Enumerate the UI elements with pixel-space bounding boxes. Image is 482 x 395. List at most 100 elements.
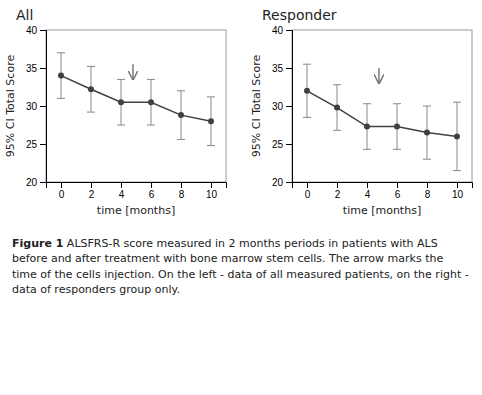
- x-axis-title: time [months]: [97, 204, 175, 217]
- x-tick-mark: [307, 182, 308, 188]
- y-tick-label: 40: [272, 25, 284, 36]
- error-bar: [207, 97, 215, 146]
- x-tick-label: 0: [305, 189, 311, 200]
- x-tick: 0: [59, 182, 65, 200]
- x-tick: 10: [206, 182, 218, 200]
- y-tick-label: 30: [26, 101, 38, 112]
- y-tick: 20: [26, 177, 46, 188]
- error-bar: [177, 91, 185, 140]
- x-tick-mark: [367, 182, 368, 188]
- error-bar-part: [363, 103, 371, 104]
- chart-title: All: [16, 7, 33, 23]
- arrow: [378, 68, 379, 83]
- y-tick-mark: [286, 182, 292, 183]
- x-tick: 8: [179, 182, 185, 200]
- y-axis-line: [286, 31, 293, 183]
- error-bar: [87, 66, 95, 112]
- x-tick-mark: [337, 182, 338, 188]
- x-tick-label: 6: [395, 189, 401, 200]
- x-tick-mark: [181, 182, 182, 188]
- error-bar-part: [423, 106, 431, 107]
- y-tick: 40: [272, 25, 292, 36]
- x-tick-label: 10: [452, 189, 464, 200]
- marks: [303, 64, 461, 170]
- x-tick: 4: [365, 182, 371, 200]
- y-tick-label: 35: [272, 63, 284, 74]
- error-bar-part: [117, 125, 125, 126]
- y-tick-mark: [40, 182, 46, 183]
- error-bar: [453, 102, 461, 170]
- x-tick-label: 4: [119, 189, 125, 200]
- x-tick-mark: [427, 182, 428, 188]
- marks: [57, 53, 215, 146]
- error-bar-part: [177, 90, 185, 91]
- x-axis-line: [47, 183, 227, 189]
- x-tick-label: 10: [206, 189, 218, 200]
- y-axis: 20 25 30 35 40: [272, 25, 293, 188]
- figure: 02468102025303540time [months]95% CI Tot…: [0, 0, 482, 232]
- x-tick-mark: [211, 182, 212, 188]
- plot-frame: [292, 30, 472, 182]
- error-bar-part: [57, 98, 65, 99]
- error-bar: [423, 106, 431, 159]
- error-bar-part: [303, 64, 311, 65]
- y-tick-label: 25: [272, 139, 284, 150]
- x-axis: 0246810: [293, 182, 473, 200]
- error-bar: [147, 79, 155, 125]
- x-tick-label: 6: [149, 189, 155, 200]
- y-tick: 40: [26, 25, 46, 36]
- x-tick-label: 4: [365, 189, 371, 200]
- x-tick-mark: [91, 182, 92, 188]
- y-tick-label: 30: [272, 101, 284, 112]
- line: [307, 91, 457, 137]
- point: [424, 130, 430, 136]
- y-tick-mark: [286, 106, 292, 107]
- error-bar: [303, 64, 311, 117]
- y-tick-mark: [40, 68, 46, 69]
- x-tick: 0: [305, 182, 311, 200]
- y-axis-title: 95% CI Total Score: [4, 55, 17, 158]
- error-bar-part: [207, 96, 215, 97]
- y-tick-label: 25: [26, 139, 38, 150]
- error-bar-part: [303, 117, 311, 118]
- x-tick: 6: [149, 182, 155, 200]
- line: [61, 76, 211, 122]
- error-bar: [333, 85, 341, 131]
- y-tick-mark: [286, 68, 292, 69]
- point: [454, 133, 460, 139]
- x-tick-mark: [121, 182, 122, 188]
- x-tick-label: 0: [59, 189, 65, 200]
- y-tick: 25: [272, 139, 292, 150]
- point: [118, 99, 124, 105]
- panel: 02468102025303540time [months]95% CI Tot…: [4, 7, 227, 217]
- point: [304, 88, 310, 94]
- plot-frame: [46, 30, 226, 182]
- y-tick: 25: [26, 139, 46, 150]
- error-bar: [393, 104, 401, 150]
- error-bar-part: [423, 159, 431, 160]
- error-bar-part: [333, 84, 341, 85]
- point: [364, 124, 370, 130]
- y-tick-mark: [40, 30, 46, 31]
- point: [88, 86, 94, 92]
- y-axis-title: 95% CI Total Score: [250, 55, 263, 158]
- x-tick-label: 2: [335, 189, 341, 200]
- x-tick: 6: [395, 182, 401, 200]
- caption: Figure 1 ALSFRS-R score measured in 2 mo…: [12, 236, 470, 298]
- y-tick-label: 20: [26, 177, 38, 188]
- y-axis: 20 25 30 35 40: [26, 25, 47, 188]
- error-bar-part: [177, 139, 185, 140]
- error-bar-part: [393, 103, 401, 104]
- y-tick-label: 35: [26, 63, 38, 74]
- y-tick: 20: [272, 177, 292, 188]
- error-bar-part: [87, 112, 95, 113]
- x-tick-mark: [457, 182, 458, 188]
- arrow: [132, 64, 133, 79]
- x-tick-label: 8: [179, 189, 185, 200]
- point: [148, 99, 154, 105]
- y-tick-mark: [286, 30, 292, 31]
- point: [208, 118, 214, 124]
- point: [178, 112, 184, 118]
- error-bar-part: [117, 79, 125, 80]
- y-tick-label: 20: [272, 177, 284, 188]
